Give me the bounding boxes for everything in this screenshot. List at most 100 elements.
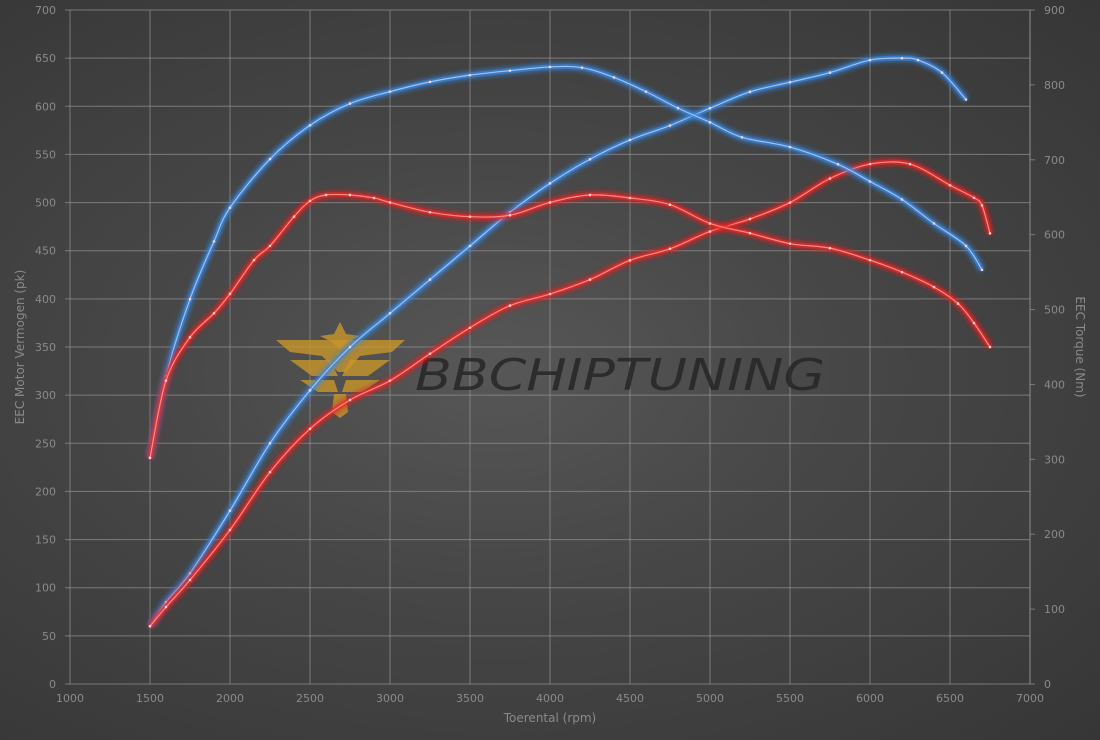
data-point <box>836 162 840 166</box>
data-point <box>428 352 432 356</box>
series-power-stock <box>148 159 993 628</box>
data-point <box>428 278 432 281</box>
data-point <box>964 244 968 248</box>
data-point <box>468 326 472 330</box>
data-point <box>748 90 752 94</box>
data-point <box>964 98 968 101</box>
data-point <box>268 470 272 474</box>
data-point <box>868 180 872 183</box>
data-point <box>668 247 672 251</box>
data-point <box>644 90 648 93</box>
y-left-tick-label: 500 <box>35 197 56 210</box>
data-point <box>348 398 352 402</box>
y-right-tick-label: 600 <box>1044 229 1065 242</box>
data-point <box>188 297 192 301</box>
data-point <box>148 624 152 628</box>
data-point <box>868 58 872 62</box>
data-point <box>268 441 272 445</box>
data-point <box>740 136 744 139</box>
data-point <box>428 80 432 84</box>
x-tick-label: 7000 <box>1016 692 1044 705</box>
data-point <box>868 258 872 262</box>
data-point <box>508 304 512 307</box>
data-point <box>988 232 992 235</box>
data-point <box>308 199 312 203</box>
data-point <box>828 71 832 74</box>
y-left-tick-label: 300 <box>35 389 56 402</box>
x-tick-label: 5500 <box>776 692 804 705</box>
grid <box>65 9 1035 685</box>
y-right-tick-label: 900 <box>1044 4 1065 17</box>
x-tick-label: 5000 <box>696 692 724 705</box>
data-point <box>188 578 192 582</box>
data-point <box>228 528 232 532</box>
data-point <box>900 270 904 274</box>
data-point <box>212 240 216 243</box>
data-point <box>612 76 616 79</box>
data-point <box>388 90 392 93</box>
data-point <box>580 66 584 69</box>
data-point <box>868 162 872 166</box>
y-right-tick-label: 700 <box>1044 154 1065 167</box>
data-point <box>668 203 672 207</box>
series-line <box>149 57 967 627</box>
data-point <box>708 222 712 225</box>
data-point <box>348 193 352 197</box>
data-point <box>268 244 272 248</box>
data-point <box>828 177 832 180</box>
series-glow <box>147 191 993 459</box>
watermark-text: BBCHIPTUNING <box>415 350 825 401</box>
y-left-axis-label: EEC Motor Vermogen (pk) <box>13 270 27 425</box>
x-tick-label: 3000 <box>376 692 404 705</box>
data-point <box>588 193 592 197</box>
y-right-tick-label: 0 <box>1044 678 1051 691</box>
data-point <box>708 106 712 110</box>
x-tick-label: 2000 <box>216 692 244 705</box>
data-point <box>668 124 672 127</box>
x-tick-label: 4500 <box>616 692 644 705</box>
data-point <box>164 605 168 609</box>
data-point <box>252 258 256 262</box>
data-point <box>828 246 832 250</box>
y-left-tick-label: 0 <box>49 678 56 691</box>
data-point <box>268 157 272 161</box>
data-point <box>972 321 976 325</box>
data-point <box>188 335 192 339</box>
data-point <box>388 201 392 204</box>
data-point <box>292 215 296 218</box>
y-left-tick-label: 50 <box>42 630 56 643</box>
data-point <box>388 312 392 315</box>
data-point <box>708 121 712 124</box>
series-line <box>149 193 991 458</box>
y-left-tick-label: 200 <box>35 485 56 498</box>
data-point <box>628 138 632 142</box>
tick-labels: 1000 1500 2000 2500 3000 3500 4000 4500 5000 5500… <box>35 4 1065 705</box>
data-point <box>548 65 552 69</box>
data-point <box>588 278 592 281</box>
data-point <box>900 198 904 201</box>
data-point <box>908 162 912 166</box>
data-point <box>228 206 232 210</box>
data-point <box>348 345 352 349</box>
x-tick-label: 6000 <box>856 692 884 705</box>
data-point <box>788 145 792 149</box>
data-point <box>548 201 552 204</box>
series-torque-stock <box>147 191 993 460</box>
y-left-tick-label: 350 <box>35 341 56 354</box>
data-point <box>348 102 352 105</box>
data-point <box>308 427 312 431</box>
x-tick-label: 1000 <box>56 692 84 705</box>
y-right-tick-label: 100 <box>1044 603 1065 616</box>
data-point <box>228 292 232 296</box>
data-point <box>308 389 312 392</box>
data-point <box>428 210 432 214</box>
series-layer <box>147 55 993 628</box>
data-point <box>468 215 472 218</box>
series-torque-tuned <box>147 63 985 460</box>
y-left-tick-label: 700 <box>35 4 56 17</box>
y-left-tick-label: 150 <box>35 534 56 547</box>
data-point <box>748 217 752 221</box>
data-point <box>164 379 168 383</box>
data-point <box>468 73 472 77</box>
